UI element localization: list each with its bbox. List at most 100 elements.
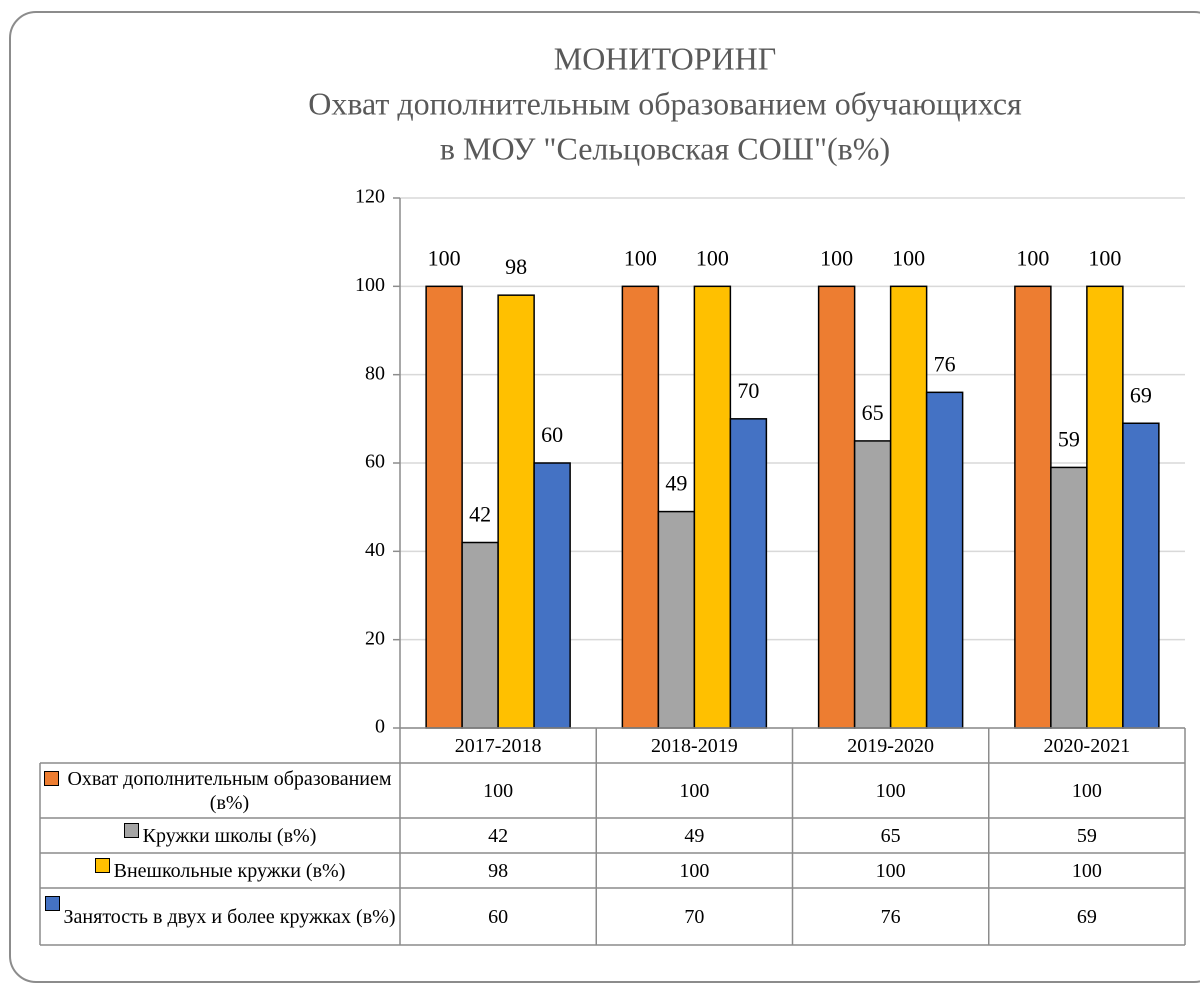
table-value: 60 [488,905,509,928]
data-label: 98 [505,254,527,279]
data-label: 60 [541,422,563,447]
bar [817,285,856,729]
bar [621,285,660,729]
data-label: 100 [1088,245,1121,270]
table-cell: Внешкольные кружки (в%) [44,853,396,888]
table-value: 49 [684,824,705,847]
table-cell: 70 [684,905,705,928]
bar [1014,285,1052,729]
legend-label: Занятость в двух и более кружках (в%) [63,905,396,928]
table-value: 100 [679,859,710,882]
y-tick-label: 60 [365,451,385,473]
data-label: 49 [665,471,687,496]
table-cell: 76 [880,905,901,928]
table-cell: 2017-2018 [454,734,542,757]
table-value: 42 [488,824,509,847]
table-cell: 100 [483,779,514,802]
table-cell: 98 [488,859,509,882]
data-label: 100 [892,245,925,270]
bar [533,462,571,729]
table-cell: 100 [1071,779,1102,802]
table-cell: 100 [875,779,906,802]
legend-swatch [44,771,59,786]
table-cell: 100 [679,779,710,802]
table-value: 70 [684,905,705,928]
table-cell: 49 [684,824,705,847]
table-value: 100 [875,859,906,882]
table-value: 100 [875,779,906,802]
data-label: 100 [428,245,461,270]
data-label: 100 [820,245,853,270]
table-value: 65 [880,824,901,847]
bar [729,418,768,729]
bar [1086,285,1124,729]
y-tick-label: 20 [365,627,385,649]
table-cell: 100 [1071,859,1102,882]
table-value: 100 [1071,779,1102,802]
table-cell: 2020-2021 [1043,734,1131,757]
table-value: 98 [488,859,509,882]
table-cell: 60 [488,905,509,928]
data-label: 100 [1016,245,1049,270]
bar [425,285,463,729]
bar [1050,466,1088,729]
table-cell: 2018-2019 [651,734,738,757]
data-label: 69 [1130,382,1152,407]
bar [461,541,499,729]
data-label: 100 [696,245,729,270]
legend-entry: Охват дополнительным образованием (в%) [44,763,396,818]
table-value: 100 [483,779,514,802]
bar [1122,422,1160,729]
y-tick-label: 100 [355,274,385,296]
chart-frame [9,11,1200,983]
table-header: 2017-2018 [454,734,542,757]
table-cell: 42 [488,824,509,847]
data-label: 65 [862,400,884,425]
table-cell: 69 [1076,905,1097,928]
data-label: 42 [469,502,491,527]
legend-entry: Занятость в двух и более кружках (в%) [44,888,396,945]
chart-subtitle: Охват дополнительным образованием обучаю… [308,85,1022,121]
legend-swatch [44,896,60,911]
data-label: 59 [1058,426,1080,451]
table-cell: 100 [679,859,710,882]
table-cell: 65 [880,824,901,847]
table-cell: Кружки школы (в%) [44,818,396,853]
y-tick-label: 0 [375,716,385,738]
table-header: 2019-2020 [847,734,934,757]
data-label: 70 [737,378,759,403]
bar [657,510,696,729]
legend-label: Охват дополнительным образованием (в%) [67,767,392,814]
data-label: 100 [624,245,657,270]
bar [889,285,928,729]
y-tick-label: 120 [355,186,385,208]
table-header: 2020-2021 [1043,734,1131,757]
bar [925,391,964,729]
bar [693,285,732,729]
chart-title: МОНИТОРИНГ [554,40,777,76]
table-value: 69 [1076,905,1097,928]
table-cell: 2019-2020 [847,734,934,757]
legend-entry: Внешкольные кружки (в%) [44,853,396,888]
table-value: 76 [880,905,901,928]
legend-entry: Кружки школы (в%) [44,818,396,853]
table-cell: Охват дополнительным образованием (в%) [44,763,396,818]
chart-subtitle: в МОУ "Сельцовская СОШ"(в%) [440,130,890,166]
table-cell: 59 [1076,824,1097,847]
legend-label: Внешкольные кружки (в%) [113,859,346,882]
table-value: 100 [1071,859,1102,882]
legend-label: Кружки школы (в%) [142,824,317,847]
table-cell: Занятость в двух и более кружках (в%) [44,888,396,945]
y-tick-label: 40 [365,539,385,561]
table-value: 100 [679,779,710,802]
bar [853,440,892,729]
legend-swatch [123,823,139,838]
table-header: 2018-2019 [651,734,738,757]
data-label: 76 [934,351,956,376]
legend-swatch [94,858,110,873]
y-tick-label: 80 [365,362,385,384]
table-cell: 100 [875,859,906,882]
bar [497,294,535,729]
table-value: 59 [1076,824,1097,847]
